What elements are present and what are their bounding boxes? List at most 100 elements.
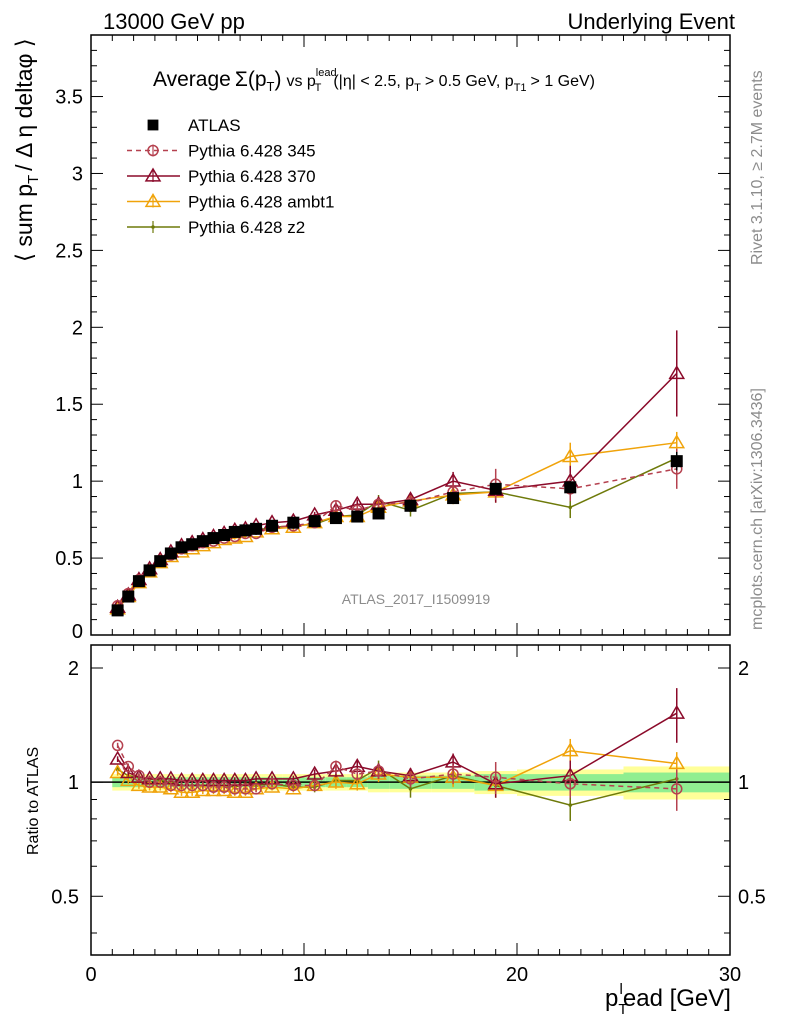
- marker-py345: [154, 776, 166, 788]
- series-py345: [111, 739, 683, 811]
- y-tick-label: 3: [72, 163, 83, 185]
- marker-py345: [197, 779, 209, 792]
- legend: ATLAS Pythia 6.428 345 Pythia 6.428 370 Pyt…: [127, 116, 334, 237]
- rivet-version-label: Rivet 3.1.10, ≥ 2.7M events: [749, 70, 766, 265]
- marker-py345: [147, 144, 159, 157]
- y-tick-label: 3.5: [55, 87, 83, 109]
- ratio-panel: 0.5 0.51 12 20 10 20 30: [51, 644, 766, 986]
- marker-atlas: [164, 547, 177, 560]
- marker-py345: [266, 778, 278, 790]
- legend-label-ambt1: Pythia 6.428 ambt1: [188, 193, 334, 212]
- marker-atlas: [372, 507, 385, 520]
- marker-atlas: [147, 119, 159, 131]
- marker-z2: [568, 803, 573, 807]
- series-py370: [109, 330, 686, 613]
- line-py370: [117, 372, 678, 608]
- marker-ambt1: [370, 765, 387, 780]
- marker-py370: [130, 768, 148, 783]
- ratio-y-axis-label: Ratio to ATLAS: [25, 747, 42, 855]
- marker-atlas: [266, 519, 279, 532]
- marker-ambt1: [263, 778, 281, 793]
- marker-py345: [250, 783, 262, 795]
- marker-py345: [308, 779, 321, 792]
- marker-py370: [237, 772, 254, 787]
- marker-ambt1: [561, 742, 579, 757]
- marker-ambt1: [327, 773, 345, 788]
- y-tick-label: 2.5: [55, 240, 83, 262]
- marker-atlas: [196, 535, 209, 548]
- marker-py370: [144, 167, 162, 182]
- marker-ambt1: [226, 783, 244, 798]
- x-tick-label: 30: [719, 964, 741, 986]
- marker-ambt1: [173, 783, 190, 798]
- marker-py345: [330, 500, 342, 512]
- marker-atlas: [218, 529, 231, 541]
- marker-py345: [287, 779, 300, 792]
- ratio-y-tick-label: 1: [68, 772, 79, 794]
- mcplots-label: mcplots.cern.ch [arXiv:1306.3436]: [749, 388, 766, 630]
- marker-ambt1: [561, 448, 579, 463]
- marker-ambt1: [144, 193, 162, 208]
- y-tick-label: 1.5: [55, 394, 83, 416]
- ratio-y-tick-label-right: 2: [738, 658, 749, 680]
- marker-py345: [489, 771, 502, 784]
- marker-atlas: [564, 481, 577, 494]
- marker-py345: [351, 768, 363, 780]
- marker-py370: [668, 704, 686, 719]
- marker-atlas: [132, 575, 145, 588]
- marker-py345: [447, 768, 459, 780]
- legend-label-py345: Pythia 6.428 345: [188, 142, 316, 161]
- y-tick-label: 1: [72, 471, 83, 493]
- x-tick-label: 20: [506, 964, 528, 986]
- process-label: Underlying Event: [567, 9, 735, 34]
- marker-py370: [119, 764, 137, 779]
- marker-py370: [226, 772, 244, 787]
- series-z2: [115, 442, 679, 611]
- marker-py345: [372, 765, 385, 777]
- marker-atlas: [404, 499, 417, 512]
- marker-py370: [668, 364, 686, 380]
- marker-ambt1: [285, 780, 302, 795]
- marker-py345: [218, 781, 230, 793]
- main-frame: [90, 34, 731, 636]
- marker-ambt1: [348, 775, 366, 790]
- x-tick-label: 0: [85, 964, 96, 986]
- marker-ambt1: [205, 782, 222, 797]
- series-ambt1: [109, 431, 686, 615]
- main-y-axis-label: ⟨ sum pT/ Δ η deltaφ ⟩: [11, 38, 42, 262]
- marker-atlas: [186, 538, 199, 551]
- marker-atlas: [351, 510, 364, 523]
- legend-label-atlas: ATLAS: [188, 116, 241, 135]
- marker-ambt1: [237, 783, 254, 798]
- analysis-watermark: ATLAS_2017_I1509919: [342, 591, 491, 607]
- marker-atlas: [111, 604, 124, 617]
- marker-atlas: [207, 532, 220, 545]
- marker-py345: [404, 773, 417, 785]
- ratio-frame: [90, 644, 731, 956]
- marker-py345: [133, 769, 145, 782]
- ratio-y-tick-label: 0.5: [51, 886, 79, 908]
- marker-atlas: [122, 590, 135, 603]
- line-ambt1: [117, 441, 677, 610]
- main-panel: 0.5 1 1.5 2 2.5 3 3.5 0: [55, 34, 731, 643]
- marker-ambt1: [119, 772, 137, 787]
- marker-ambt1: [109, 764, 126, 779]
- y-tick-label: 2: [72, 317, 83, 339]
- marker-py345: [111, 739, 124, 752]
- marker-z2: [408, 787, 413, 791]
- ratio-y-tick-label: 2: [68, 658, 79, 680]
- marker-ambt1: [162, 780, 180, 795]
- legend-label-z2: Pythia 6.428 z2: [188, 218, 305, 237]
- marker-ambt1: [668, 434, 686, 449]
- marker-atlas: [670, 455, 683, 468]
- legend-label-py370: Pythia 6.428 370: [188, 167, 316, 186]
- marker-atlas: [329, 512, 342, 525]
- marker-py345: [330, 760, 342, 773]
- marker-atlas: [489, 482, 502, 495]
- marker-atlas: [143, 564, 156, 577]
- series-py345: [111, 448, 683, 612]
- marker-atlas: [239, 524, 252, 537]
- ratio-y-tick-label-right: 1: [738, 772, 749, 794]
- marker-py370: [109, 750, 126, 765]
